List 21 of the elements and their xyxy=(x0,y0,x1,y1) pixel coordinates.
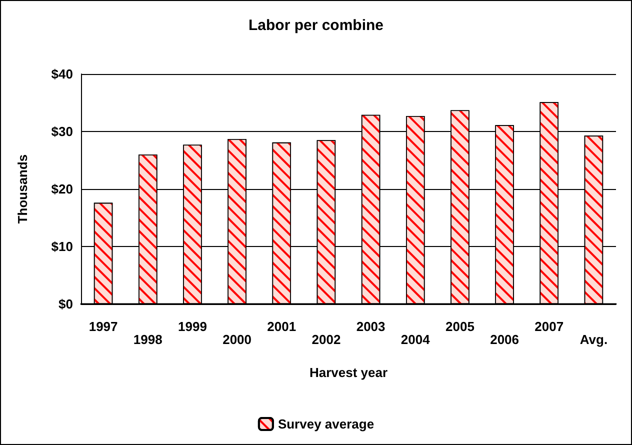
x-tick-label: 2003 xyxy=(356,319,386,334)
x-tick-label: 2001 xyxy=(267,319,296,334)
y-tick-label: $40 xyxy=(51,66,73,82)
x-tick-label: 2006 xyxy=(490,332,520,347)
x-tick-label: 1998 xyxy=(133,332,162,347)
x-tick-label: 2007 xyxy=(534,319,564,334)
x-tick-label: 2002 xyxy=(312,332,341,347)
y-tick-label: $10 xyxy=(51,239,73,254)
chart-title: Labor per combine xyxy=(248,17,384,34)
y-tick-label: $0 xyxy=(58,296,73,312)
y-tick-label: $30 xyxy=(51,124,73,139)
x-tick-label: Avg. xyxy=(580,332,608,347)
x-tick-label: 1999 xyxy=(178,319,207,334)
x-tick-label: 2005 xyxy=(445,319,474,334)
x-tick-label: 2000 xyxy=(222,332,252,347)
legend-label: Survey average xyxy=(278,416,374,432)
x-tick-label: 2004 xyxy=(400,332,431,347)
x-tick-label: 1997 xyxy=(88,319,118,334)
y-axis-title: Thousands xyxy=(15,154,30,224)
y-tick-label: $20 xyxy=(51,182,73,196)
x-axis-title: Harvest year xyxy=(309,365,388,380)
